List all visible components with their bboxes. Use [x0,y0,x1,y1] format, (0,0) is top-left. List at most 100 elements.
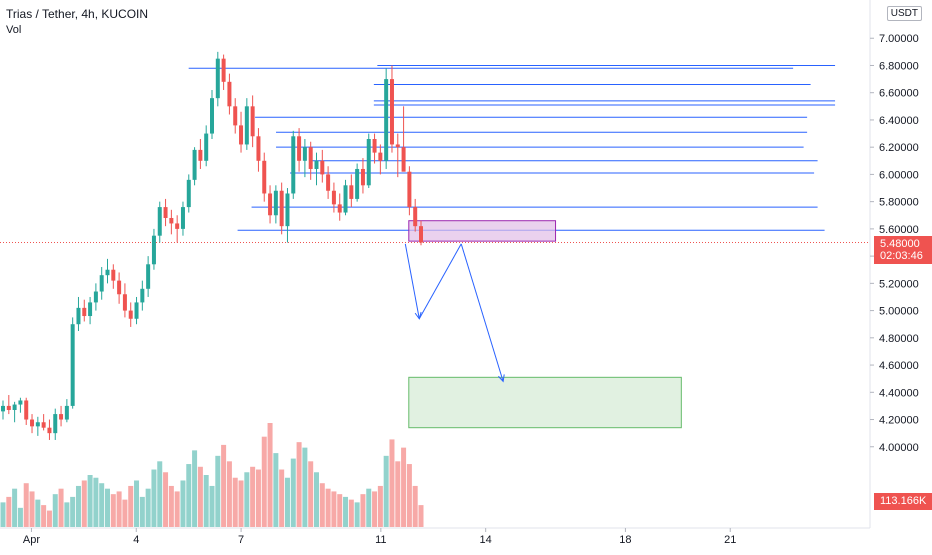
candle-body [262,160,267,194]
candle-body [157,207,162,236]
x-tick-label: 4 [133,534,139,546]
volume-bar [360,494,366,527]
y-tick-label: 4.40000 [879,387,919,399]
candle-body [366,139,371,186]
candle-body [41,422,46,428]
volume-bar [122,499,128,527]
candle-body [244,106,249,145]
level-layer [0,64,870,243]
projection-path-segment [418,243,462,320]
y-tick-label: 6.20000 [879,142,919,154]
candle-body [285,193,290,227]
volume-bar [52,494,58,527]
candle-body [76,307,81,325]
candle-body [360,168,365,186]
candle-body [30,419,35,427]
volume-bar [70,496,76,527]
symbol-title[interactable]: Trias / Tether, 4h, KUCOIN [6,7,149,21]
candle-body [372,139,377,153]
x-tick-label: 11 [375,534,386,546]
volume-bar [151,469,157,527]
candle-body [210,98,214,134]
candle-body [186,179,191,208]
volume-bar [157,461,163,527]
candle-body [302,147,307,161]
volume-bar [406,464,412,527]
y-tick-label: 6.40000 [879,115,919,127]
candle-body [227,81,232,107]
volume-bar [383,455,389,527]
volume-bar [337,494,343,527]
volume-bar [354,502,360,527]
candle-layer [1,51,423,440]
target-zone [408,376,682,429]
y-tick-label: 5.20000 [879,278,919,290]
volume-bar [81,480,87,527]
volume-bar [6,496,12,527]
volume-bar [93,477,99,527]
candle-body [221,58,226,82]
y-tick-label: 6.60000 [879,88,919,100]
volume-bar [180,480,186,527]
x-tick-label: 21 [724,534,736,546]
volume-bar [418,505,424,527]
volume-bar [35,499,41,527]
candle-body [70,324,75,406]
chart-header: Trias / Tether, 4h, KUCOIN Vol [6,6,148,38]
volume-bar [163,472,169,527]
projection-arrowhead [498,374,505,383]
candle-body [12,404,17,410]
current-price: 5.48000 [880,237,920,250]
candle-body [389,79,394,145]
candle-body [331,190,336,205]
candle-body [407,171,412,208]
candle-body [24,400,29,420]
volume-bar [284,477,290,527]
volume-bar [64,502,70,527]
volume-bar [302,447,308,527]
volume-bar [296,442,302,527]
volume-indicator-label[interactable]: Vol [6,24,22,36]
candle-body [413,207,418,227]
volume-bar [0,502,6,527]
volume-bar [110,494,116,527]
candle-body [180,207,185,229]
volume-bar [12,488,18,527]
supply-zone [408,220,557,242]
volume-bar [75,485,81,527]
bar-countdown: 02:03:46 [880,249,923,262]
volume-bar [134,480,140,527]
arrow-layer [404,243,505,383]
candle-body [151,235,156,265]
x-tick-label: 7 [238,534,244,546]
volume-bar [209,485,215,527]
volume-bar [238,480,244,527]
candle-body [128,310,133,319]
volume-bar [128,485,134,527]
candle-body [401,147,406,172]
projection-arrowhead [414,311,422,320]
candle-body [99,275,104,292]
volume-bar [145,488,151,527]
volume-bar [290,458,296,527]
y-tick-label: 6.80000 [879,60,919,72]
y-tick-label: 4.00000 [879,442,919,454]
volume-bar [348,499,354,527]
x-tick-label: 14 [480,534,492,546]
currency-button[interactable]: USDT [886,6,922,21]
candle-body [343,185,348,213]
candle-body [349,185,354,199]
volume-bar [273,453,279,527]
candle-body [308,147,313,169]
y-tick-label: 4.80000 [879,333,919,345]
candle-body [233,106,238,126]
volume-bar [87,475,93,527]
zone-layer [408,220,682,429]
y-tick-label: 4.60000 [879,360,919,372]
candle-body [204,133,209,161]
volume-bar [395,461,401,527]
volume-bar [412,485,418,527]
volume-bar [389,439,395,527]
